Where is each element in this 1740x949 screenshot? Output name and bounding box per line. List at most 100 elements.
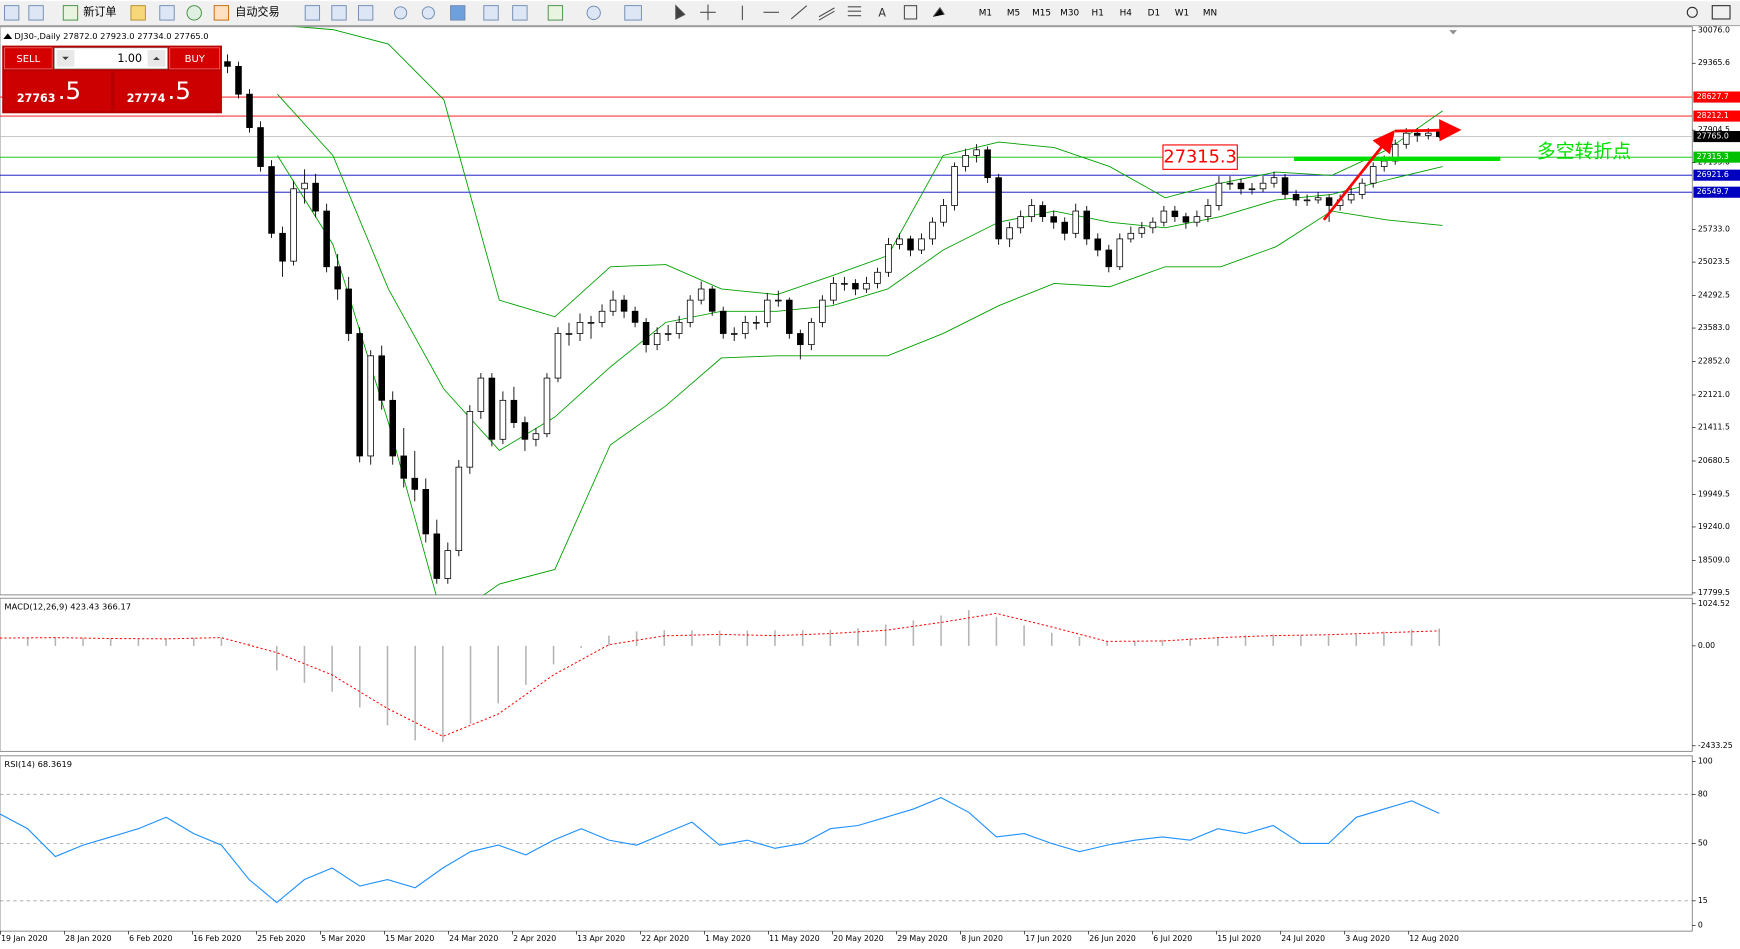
annotation-box <box>1162 144 1238 170</box>
y-tick-label: 22121.0 <box>1698 390 1730 399</box>
x-tick-label: 25 Feb 2020 <box>257 934 305 943</box>
candle-body <box>246 93 253 128</box>
candle-body <box>929 221 936 240</box>
candle-body <box>565 333 573 335</box>
candle-body <box>1424 132 1432 136</box>
candle-body <box>741 321 749 334</box>
icon[interactable] <box>547 5 564 21</box>
x-tick-label: 8 Jun 2020 <box>961 934 1003 943</box>
icon[interactable] <box>421 6 435 20</box>
timeframe-button[interactable]: H1 <box>1092 8 1104 18</box>
icon[interactable] <box>213 5 230 21</box>
candle-body <box>1226 182 1234 185</box>
candle-body <box>1171 210 1179 218</box>
auto-trading-button[interactable]: 自动交易 <box>235 4 279 18</box>
sell-price[interactable]: 27763 <box>17 92 56 105</box>
x-tick-label: 13 Apr 2020 <box>577 934 625 943</box>
cursor-tool[interactable] <box>675 4 686 20</box>
y-tick-label: 21411.5 <box>1698 423 1730 432</box>
candle-body <box>620 299 628 312</box>
y-tick-label: 23583.0 <box>1698 323 1730 332</box>
macd-title: MACD(12,26,9) 423.43 366.17 <box>4 602 131 612</box>
icon[interactable] <box>357 5 374 21</box>
candle-body <box>356 333 363 457</box>
sell-button[interactable] <box>4 47 53 70</box>
channel-tool[interactable] <box>818 7 835 21</box>
candle-body <box>1182 216 1190 223</box>
candle-body <box>719 310 727 334</box>
volume-value[interactable]: 1.00 <box>117 52 142 65</box>
candle-body <box>764 299 771 323</box>
buy-button[interactable] <box>169 47 221 70</box>
icon[interactable] <box>624 5 642 21</box>
y-tick-label: 25023.5 <box>1698 257 1730 266</box>
candle-body <box>1094 238 1102 251</box>
buy-label[interactable]: BUY <box>185 54 206 65</box>
sell-price-box[interactable] <box>4 71 111 112</box>
buy-price-box[interactable] <box>114 71 221 112</box>
x-tick-label: 1 May 2020 <box>705 934 751 943</box>
icon[interactable] <box>62 5 79 21</box>
candle-body <box>532 433 540 440</box>
candle-body <box>819 299 826 323</box>
y-tick-label: 22852.0 <box>1698 357 1730 366</box>
fibo-tool[interactable] <box>847 6 862 17</box>
sell-label[interactable]: SELL <box>16 54 40 65</box>
icon[interactable] <box>304 5 321 21</box>
timeframe-button[interactable]: M30 <box>1060 8 1079 18</box>
candle-body <box>587 321 595 324</box>
icon[interactable] <box>3 5 20 21</box>
y-tick-label: 80 <box>1698 789 1708 798</box>
trendline-tool[interactable] <box>790 5 808 20</box>
text-tool[interactable]: A <box>878 6 886 19</box>
x-tick-label: 28 Jan 2020 <box>65 934 112 943</box>
candle-body <box>367 355 374 457</box>
icon[interactable] <box>159 5 175 21</box>
new-order-button[interactable]: 新订单 <box>83 4 116 18</box>
icon[interactable] <box>512 5 528 21</box>
y-tick-label: 24292.5 <box>1698 291 1730 300</box>
icon[interactable] <box>394 6 408 20</box>
collapse-icon[interactable] <box>3 33 13 39</box>
search-icon[interactable] <box>1686 6 1698 18</box>
icon[interactable] <box>483 5 499 21</box>
icon[interactable] <box>130 5 146 21</box>
candle-body <box>808 321 815 346</box>
timeframe-button[interactable]: M1 <box>979 8 992 18</box>
x-tick-label: 6 Jul 2020 <box>1153 934 1192 943</box>
y-tick-label: 19949.5 <box>1698 489 1730 498</box>
sell-price-fraction[interactable]: .5 <box>58 76 81 105</box>
candle-body <box>1248 188 1256 191</box>
volume-input[interactable] <box>54 47 168 70</box>
shapes-tool[interactable] <box>932 6 945 18</box>
candle-body <box>1347 194 1355 201</box>
timeframe-button[interactable]: W1 <box>1175 8 1189 18</box>
candle-body <box>984 149 991 179</box>
x-tick-label: 15 Jul 2020 <box>1217 934 1261 943</box>
icon[interactable] <box>28 5 44 21</box>
candle-body <box>1072 210 1080 234</box>
icon[interactable] <box>586 5 601 20</box>
rsi-line <box>0 797 1440 904</box>
crosshair-tool[interactable] <box>700 4 716 21</box>
timeframe-button[interactable]: D1 <box>1148 8 1160 18</box>
price-level-tag <box>1693 186 1740 198</box>
timeframe-button[interactable]: M5 <box>1007 8 1020 18</box>
timeframe-button[interactable]: M15 <box>1032 8 1051 18</box>
label-tool[interactable] <box>903 5 918 20</box>
buy-price-fraction[interactable]: .5 <box>168 76 191 105</box>
x-tick-label: 24 Mar 2020 <box>449 934 498 943</box>
icon[interactable] <box>331 5 347 21</box>
timeframe-button[interactable]: H4 <box>1120 8 1133 18</box>
candle-body <box>797 333 804 346</box>
buy-price[interactable]: 27774 <box>127 92 166 105</box>
candle-body <box>1116 238 1124 268</box>
price-level-label: 27765.0 <box>1697 132 1729 141</box>
chat-icon[interactable] <box>1711 5 1731 20</box>
timeframe-button[interactable]: MN <box>1203 8 1217 18</box>
icon[interactable] <box>450 5 466 21</box>
bollinger-band <box>292 26 1443 318</box>
icon[interactable] <box>186 5 202 21</box>
x-tick-label: 17 Jun 2020 <box>1025 934 1072 943</box>
